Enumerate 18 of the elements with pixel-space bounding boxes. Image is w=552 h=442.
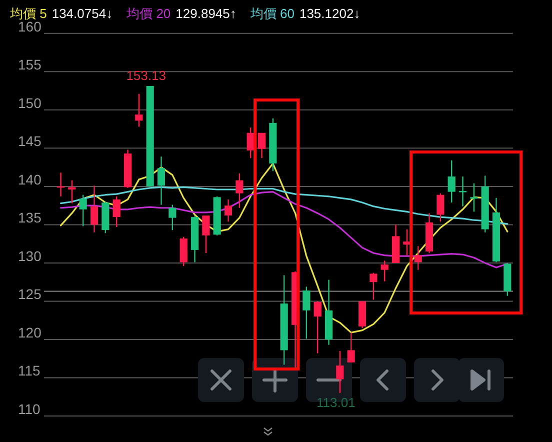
text: 均價 60 — [249, 6, 294, 21]
text: 129.8945↑ — [176, 6, 236, 21]
y-tick-label: 150 — [18, 94, 42, 111]
y-tick-label: 110 — [18, 401, 41, 417]
text: 均價 20 — [126, 6, 171, 21]
y-tick-label: 140 — [18, 171, 42, 188]
text: 135.1202↓ — [299, 6, 360, 21]
y-tick-label: 125 — [18, 286, 42, 302]
text: 均價 5 — [9, 6, 47, 21]
y-tick-label: 145 — [18, 133, 42, 150]
text: 134.0754↓ — [52, 6, 113, 21]
y-tick-label: 115 — [18, 362, 41, 379]
annotation: 153.13 — [126, 68, 166, 83]
annotation: 113.01 — [316, 394, 356, 410]
y-tick-label: 135 — [18, 210, 42, 226]
y-tick-label: 130 — [18, 248, 42, 264]
y-tick-label: 120 — [18, 324, 42, 340]
y-tick-label: 155 — [18, 56, 42, 73]
